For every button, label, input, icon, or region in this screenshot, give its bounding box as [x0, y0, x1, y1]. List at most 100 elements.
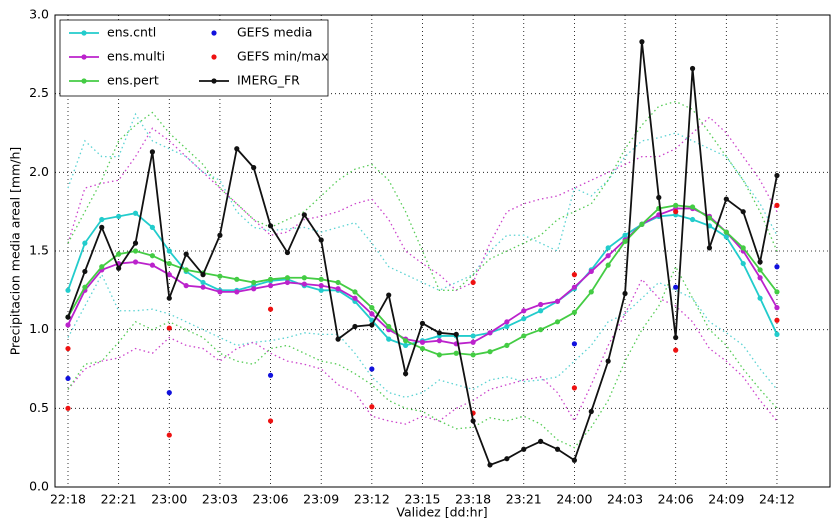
series-marker: [538, 327, 544, 333]
series-marker: [301, 281, 307, 287]
series-marker: [571, 385, 578, 391]
series-marker: [82, 268, 88, 275]
series-marker: [436, 338, 442, 344]
series-marker: [200, 279, 206, 286]
series-marker: [757, 267, 763, 273]
legend-label: ens.multi: [107, 49, 165, 64]
series-marker: [65, 322, 71, 328]
legend-marker: [211, 54, 217, 60]
series-marker: [673, 209, 679, 215]
series-marker: [217, 273, 223, 279]
series-marker: [352, 323, 358, 330]
legend-label: ens.cntl: [107, 25, 156, 40]
series-marker: [588, 268, 594, 275]
legend-label: ens.pert: [107, 73, 159, 88]
series-marker: [403, 338, 409, 344]
x-tick-label: 23:21: [506, 492, 542, 507]
x-tick-label: 23:18: [455, 492, 491, 507]
series-marker: [774, 289, 780, 295]
series-marker: [386, 323, 392, 330]
series-marker: [369, 322, 375, 328]
series-marker: [622, 232, 628, 238]
series-marker: [521, 316, 527, 322]
series-marker: [605, 358, 611, 364]
series-marker: [588, 408, 594, 415]
y-tick-label: 0.0: [29, 479, 49, 494]
x-tick-label: 23:06: [253, 492, 289, 507]
series-marker: [470, 418, 476, 424]
series-line: [67, 273, 778, 398]
series-marker: [504, 319, 510, 325]
series-marker: [403, 342, 409, 348]
series-marker: [166, 325, 172, 331]
series-marker: [200, 272, 206, 278]
series-marker: [267, 306, 274, 312]
series-marker: [757, 275, 763, 281]
series-marker: [166, 272, 172, 278]
legend-label: IMERG_FR: [237, 73, 300, 88]
series-marker: [183, 283, 189, 289]
series-marker: [132, 248, 139, 254]
series-marker: [453, 331, 459, 337]
x-tick-label: 24:09: [708, 492, 744, 507]
series-marker: [774, 317, 780, 323]
series-marker: [99, 216, 105, 223]
series-marker: [453, 350, 459, 356]
series-marker: [267, 283, 274, 289]
series-marker: [774, 264, 780, 270]
series-marker: [470, 339, 476, 345]
series-marker: [217, 289, 223, 295]
x-tick-label: 24:00: [556, 492, 592, 507]
series-marker: [436, 352, 442, 358]
series-marker: [470, 279, 476, 286]
series-marker: [554, 298, 561, 304]
series-line: [67, 116, 778, 292]
series-marker: [673, 284, 679, 290]
series-marker: [65, 375, 71, 382]
series-marker: [740, 260, 746, 267]
series-marker: [166, 432, 172, 438]
series-marker: [318, 237, 324, 243]
series-marker: [200, 284, 206, 290]
series-marker: [521, 308, 527, 314]
series-marker: [419, 345, 426, 352]
x-tick-label: 23:00: [151, 492, 187, 507]
series-marker: [605, 262, 611, 268]
series-marker: [470, 333, 476, 339]
series-line: [67, 265, 778, 449]
series-marker: [132, 259, 139, 265]
x-tick-label: 24:12: [759, 492, 795, 507]
series-marker: [335, 279, 341, 286]
series-marker: [774, 331, 780, 337]
legend-marker: [81, 78, 87, 84]
series-marker: [301, 275, 307, 281]
series-marker: [689, 65, 696, 72]
series-marker: [419, 320, 426, 326]
series-marker: [689, 216, 696, 223]
legend-box: [59, 19, 329, 97]
series-marker: [538, 438, 544, 444]
series-marker: [723, 229, 729, 235]
x-tick-label: 23:15: [404, 492, 440, 507]
series-marker: [774, 172, 780, 179]
series-marker: [267, 372, 274, 378]
series-marker: [571, 309, 578, 315]
series-marker: [251, 286, 257, 292]
y-tick-label: 1.5: [29, 243, 49, 258]
series-marker: [99, 224, 105, 230]
x-tick-label: 24:03: [607, 492, 643, 507]
series-marker: [166, 248, 172, 254]
legend-marker: [211, 30, 217, 36]
series-line: [67, 100, 778, 291]
series-marker: [217, 232, 223, 238]
series-marker: [554, 446, 561, 452]
legend-marker: [81, 30, 87, 36]
series-marker: [82, 240, 88, 246]
series-marker: [504, 456, 510, 462]
series-marker: [318, 276, 324, 282]
series-marker: [82, 284, 88, 290]
series-marker: [487, 349, 493, 355]
series-marker: [504, 323, 510, 330]
series-marker: [166, 295, 172, 301]
series-marker: [183, 251, 189, 257]
